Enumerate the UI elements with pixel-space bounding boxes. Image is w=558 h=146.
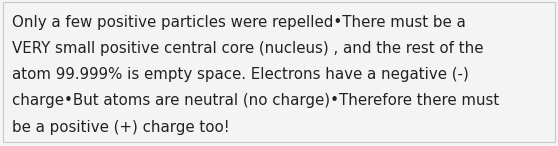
Text: charge•But atoms are neutral (no charge)•Therefore there must: charge•But atoms are neutral (no charge)… [12,93,499,108]
Text: Only a few positive particles were repelled•There must be a: Only a few positive particles were repel… [12,15,466,30]
Text: VERY small positive central core (nucleus) , and the rest of the: VERY small positive central core (nucleu… [12,41,484,56]
Text: be a positive (+) charge too!: be a positive (+) charge too! [12,120,230,135]
Text: atom 99.999% is empty space. Electrons have a negative (-): atom 99.999% is empty space. Electrons h… [12,67,469,82]
FancyBboxPatch shape [3,2,555,142]
